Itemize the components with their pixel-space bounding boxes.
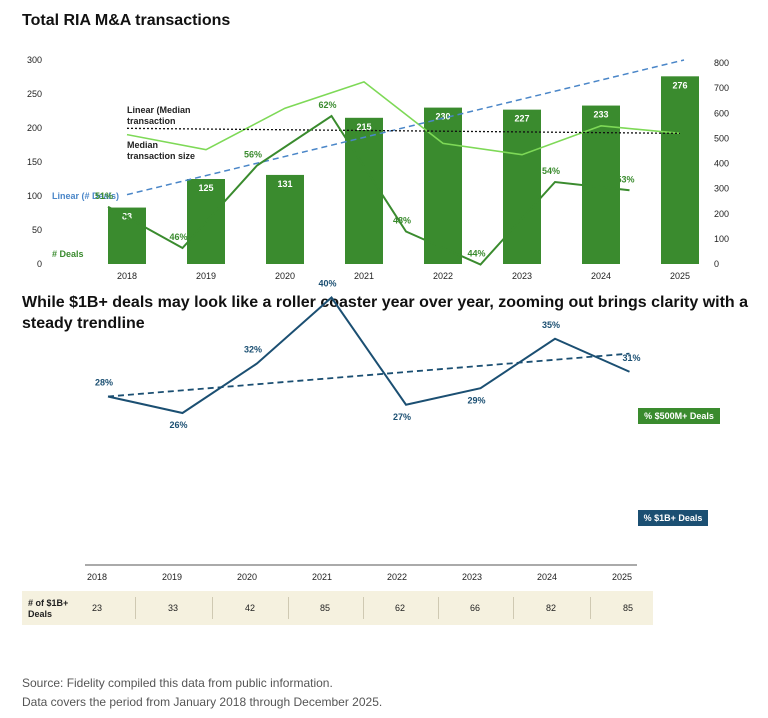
table-divider [513, 597, 514, 619]
right-axis-tick: 200 [714, 209, 729, 219]
bar-value-label: 233 [593, 110, 608, 120]
table-cell: 42 [244, 603, 255, 613]
right-axis-tick: 100 [714, 234, 729, 244]
pct-1b-trendline [107, 352, 630, 398]
x-axis-tick: 2023 [512, 271, 532, 281]
table-cell: 85 [622, 603, 633, 613]
pct-500m-label: 44% [467, 249, 485, 259]
bar-value-label: 131 [277, 179, 292, 189]
pct-500m-label: 56% [244, 150, 262, 160]
chart-title: Total RIA M&A transactions [22, 12, 231, 29]
right-axis-tick: 300 [714, 184, 729, 194]
x-axis-tick: 2023 [462, 572, 482, 582]
x-axis-tick: 2025 [612, 572, 632, 582]
chart-subtitle: While $1B+ deals may look like a roller … [22, 294, 749, 332]
table-divider [212, 597, 213, 619]
table-cell: 82 [545, 603, 556, 613]
pct-1b-line [107, 296, 630, 415]
left-axis-tick: 200 [27, 123, 42, 133]
table-divider [363, 597, 364, 619]
source-note: Source: Fidelity compiled this data from… [22, 676, 333, 690]
right-axis-tick: 600 [714, 108, 729, 118]
pct-500m-label: 48% [393, 216, 411, 226]
right-axis-tick: 0 [714, 259, 719, 269]
pct-500m-legend: % $500M+ Deals [644, 411, 714, 421]
bar-value-label: 230 [435, 112, 450, 122]
linear-deals-annotation: Linear (# Deals) [52, 191, 119, 201]
linear-median-annotation-2: transaction [127, 116, 176, 126]
left-axis-tick: 250 [27, 89, 42, 99]
left-axis-tick: 50 [32, 225, 42, 235]
x-axis-tick: 2020 [275, 271, 295, 281]
x-axis-tick: 2019 [162, 572, 182, 582]
table-cell: 62 [394, 603, 405, 613]
pct-500m-legend-box [638, 408, 720, 424]
table-divider [590, 597, 591, 619]
right-axis-tick: 500 [714, 133, 729, 143]
bar-value-label: 215 [356, 122, 371, 132]
bar [345, 117, 383, 264]
period-note: Data covers the period from January 2018… [22, 695, 383, 709]
ria-transactions-chart: 0 50 100 150 200 250 300 0 100 200 300 400 500 600 700… [27, 55, 729, 281]
pct-1b-label: 26% [169, 420, 187, 430]
pct-1b-legend-box [638, 510, 708, 526]
pct-500m-label: 51% [95, 191, 113, 201]
table-divider [438, 597, 439, 619]
pct-1b-label: 29% [467, 395, 485, 405]
pct-1b-legend: % $1B+ Deals [644, 513, 703, 523]
x-axis-tick: 2021 [354, 271, 374, 281]
left-axis-tick: 0 [37, 259, 42, 269]
table-cell: 85 [319, 603, 330, 613]
left-axis-tick: 300 [27, 55, 42, 65]
x-axis-tick: 2025 [670, 271, 690, 281]
deals-annotation: # Deals [52, 249, 84, 259]
x-axis-tick: 2020 [237, 572, 257, 582]
left-axis-tick: 100 [27, 191, 42, 201]
bar-value-label: 125 [198, 183, 213, 193]
pct-500m-line [107, 114, 630, 266]
x-axis-tick: 2018 [87, 572, 107, 582]
pct-1b-label: 28% [95, 378, 113, 388]
pct-500m-label: 53% [616, 174, 634, 184]
bar [266, 174, 304, 264]
right-axis-tick: 700 [714, 83, 729, 93]
table-divider [288, 597, 289, 619]
bar [661, 76, 699, 264]
x-axis-tick: 2018 [117, 271, 137, 281]
pct-1b-label: 35% [542, 320, 560, 330]
linear-median-annotation: Linear (Median [127, 105, 191, 115]
pct-500m-label: 54% [542, 166, 560, 176]
table-cell: 66 [469, 603, 480, 613]
deals-trendline [126, 59, 685, 196]
bar-value-label: 276 [672, 80, 687, 90]
pct-1b-label: 31% [622, 353, 640, 363]
median-size-annotation: Median [127, 140, 158, 150]
pct-500m-label: 46% [169, 232, 187, 242]
pct-500m-label: 62% [318, 100, 336, 110]
left-axis-tick: 150 [27, 157, 42, 167]
deal-share-chart: 2018 2019 2020 2021 2022 2023 2024 2025 51% 46% 56… [85, 100, 720, 582]
x-axis-tick: 2022 [387, 572, 407, 582]
median-trendline [126, 127, 681, 134]
pct-1b-label: 32% [244, 345, 262, 355]
x-axis-tick: 2019 [196, 271, 216, 281]
table-cell: 23 [91, 603, 102, 613]
x-axis-tick: 2022 [433, 271, 453, 281]
bar [503, 109, 541, 264]
bar-value-label: 227 [514, 114, 529, 124]
right-axis-tick: 800 [714, 58, 729, 68]
x-axis-tick: 2024 [591, 271, 611, 281]
x-axis-tick: 2024 [537, 572, 557, 582]
pct-1b-label: 27% [393, 412, 411, 422]
x-axis-tick: 2021 [312, 572, 332, 582]
table-divider [135, 597, 136, 619]
median-size-line [126, 80, 681, 156]
table-cell: 33 [167, 603, 178, 613]
table-row-label: # of $1B+ Deals [28, 598, 69, 619]
right-axis-tick: 400 [714, 159, 729, 169]
deals-table: # of $1B+ Deals 23 33 42 85 62 66 82 85 [22, 591, 653, 625]
pct-1b-label: 40% [318, 279, 336, 289]
median-size-annotation-2: transaction size [127, 151, 195, 161]
